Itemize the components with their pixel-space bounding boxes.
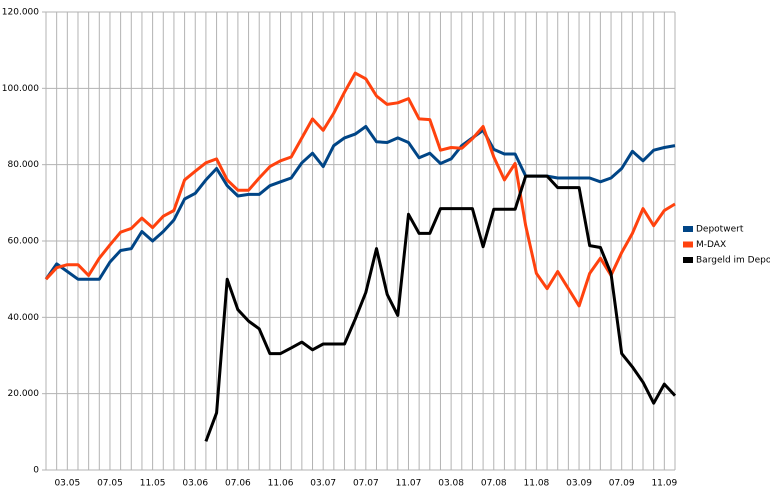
x-tick-label: 11.07 xyxy=(396,479,422,489)
x-tick-label: 03.09 xyxy=(566,479,592,489)
y-tick-label: 0 xyxy=(33,466,39,476)
x-tick-label: 07.08 xyxy=(481,479,507,489)
legend-label: Bargeld im Depot xyxy=(696,256,770,266)
y-tick-label: 120.000 xyxy=(2,8,39,18)
x-tick-label: 11.08 xyxy=(524,479,550,489)
series-line xyxy=(44,71,676,308)
series-line xyxy=(204,174,677,442)
y-tick-label: 40.000 xyxy=(8,313,40,323)
legend-swatch xyxy=(683,226,693,232)
x-tick-label: 03.08 xyxy=(438,479,464,489)
x-tick-label: 07.05 xyxy=(97,479,123,489)
x-tick-label: 03.06 xyxy=(182,479,208,489)
x-tick-label: 11.09 xyxy=(651,479,677,489)
x-tick-label: 03.07 xyxy=(310,479,336,489)
x-tick-label: 03.05 xyxy=(54,479,80,489)
x-tick-label: 07.06 xyxy=(225,479,251,489)
y-tick-label: 100.000 xyxy=(2,84,39,94)
x-tick-label: 11.05 xyxy=(140,479,166,489)
legend-swatch xyxy=(683,257,693,263)
x-tick-label: 11.06 xyxy=(268,479,294,489)
y-tick-label: 80.000 xyxy=(8,160,40,170)
x-tick-label: 07.09 xyxy=(609,479,635,489)
legend-label: Depotwert xyxy=(696,225,744,235)
y-tick-label: 20.000 xyxy=(8,389,40,399)
x-tick-label: 07.07 xyxy=(353,479,379,489)
legend-swatch xyxy=(683,241,693,248)
y-tick-label: 60.000 xyxy=(8,237,40,247)
series-line xyxy=(44,125,676,281)
legend-label: M-DAX xyxy=(696,240,726,250)
